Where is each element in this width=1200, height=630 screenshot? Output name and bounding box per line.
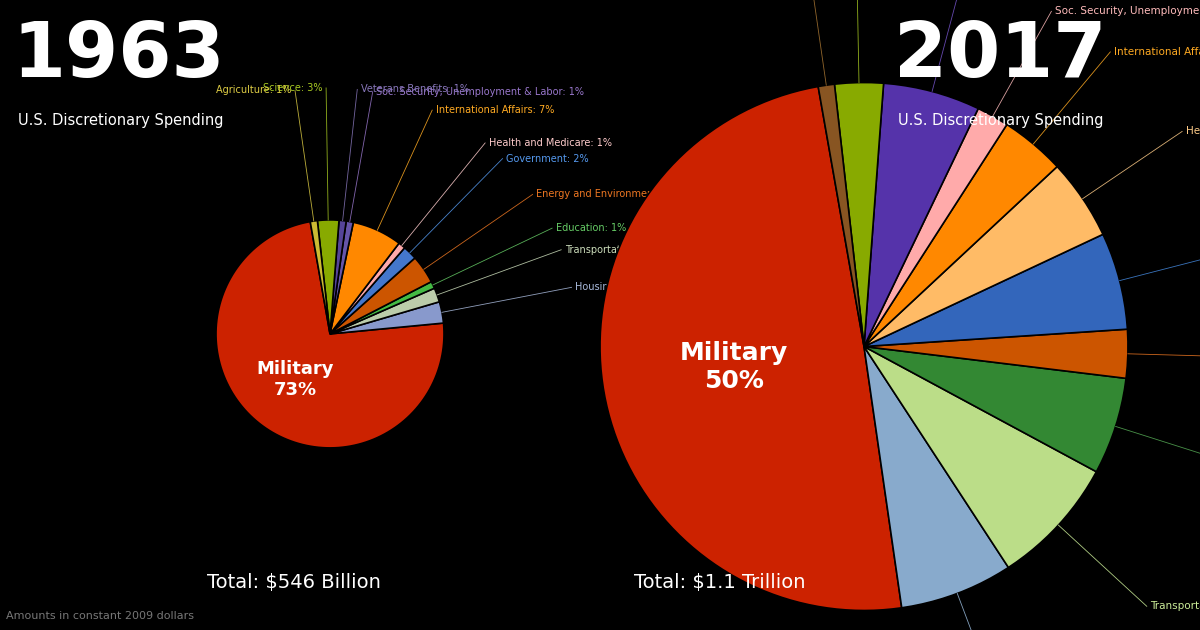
Text: Total: $1.1 Trillion: Total: $1.1 Trillion bbox=[635, 573, 805, 592]
Polygon shape bbox=[216, 222, 444, 448]
Polygon shape bbox=[330, 302, 444, 334]
Polygon shape bbox=[330, 243, 404, 334]
Polygon shape bbox=[600, 86, 901, 610]
Text: Transportation: 2%: Transportation: 2% bbox=[565, 245, 658, 255]
Text: Health and Medicare: 1%: Health and Medicare: 1% bbox=[488, 138, 612, 148]
Polygon shape bbox=[330, 220, 347, 334]
Polygon shape bbox=[864, 125, 1057, 346]
Text: 2017: 2017 bbox=[894, 19, 1106, 93]
Polygon shape bbox=[330, 222, 400, 334]
Text: U.S. Discretionary Spending: U.S. Discretionary Spending bbox=[898, 113, 1103, 129]
Text: Education: 1%: Education: 1% bbox=[556, 223, 626, 233]
Polygon shape bbox=[864, 346, 1097, 568]
Text: Soc. Security, Unemployment & Labor: 2%: Soc. Security, Unemployment & Labor: 2% bbox=[1055, 6, 1200, 16]
Text: U.S. Discretionary Spending: U.S. Discretionary Spending bbox=[18, 113, 223, 129]
Polygon shape bbox=[864, 166, 1103, 346]
Text: International Affairs: 7%: International Affairs: 7% bbox=[436, 105, 554, 115]
Polygon shape bbox=[330, 248, 415, 334]
Text: 1963: 1963 bbox=[12, 19, 224, 93]
Polygon shape bbox=[330, 288, 439, 334]
Text: Veterans Benefits: 1%: Veterans Benefits: 1% bbox=[361, 84, 469, 94]
Text: Soc. Security, Unemployment & Labor: 1%: Soc. Security, Unemployment & Labor: 1% bbox=[377, 87, 584, 96]
Text: Total: $546 Billion: Total: $546 Billion bbox=[208, 573, 380, 592]
Text: Military
73%: Military 73% bbox=[257, 360, 335, 399]
Polygon shape bbox=[330, 258, 431, 334]
Text: Agriculture: 1%: Agriculture: 1% bbox=[216, 86, 292, 95]
Text: Military
50%: Military 50% bbox=[679, 341, 787, 393]
Polygon shape bbox=[864, 83, 978, 347]
Text: Transportation: 8%: Transportation: 8% bbox=[1151, 601, 1200, 611]
Polygon shape bbox=[834, 83, 883, 346]
Text: Housing and Community: 3%: Housing and Community: 3% bbox=[575, 282, 716, 292]
Text: Amounts in constant 2009 dollars: Amounts in constant 2009 dollars bbox=[6, 610, 194, 621]
Polygon shape bbox=[330, 221, 353, 334]
Polygon shape bbox=[317, 220, 340, 334]
Polygon shape bbox=[864, 329, 1128, 379]
Text: Government: 2%: Government: 2% bbox=[506, 154, 589, 164]
Polygon shape bbox=[330, 282, 434, 334]
Text: Health and Medicare: 5%: Health and Medicare: 5% bbox=[1186, 127, 1200, 137]
Polygon shape bbox=[311, 220, 330, 334]
Text: Science: 3%: Science: 3% bbox=[263, 83, 323, 93]
Text: Energy and Environment: 4%: Energy and Environment: 4% bbox=[536, 190, 679, 200]
Polygon shape bbox=[864, 234, 1128, 346]
Polygon shape bbox=[818, 84, 864, 347]
Polygon shape bbox=[864, 108, 1007, 346]
Polygon shape bbox=[864, 346, 1008, 608]
Text: International Affairs: 4%: International Affairs: 4% bbox=[1114, 47, 1200, 57]
Polygon shape bbox=[864, 346, 1126, 472]
